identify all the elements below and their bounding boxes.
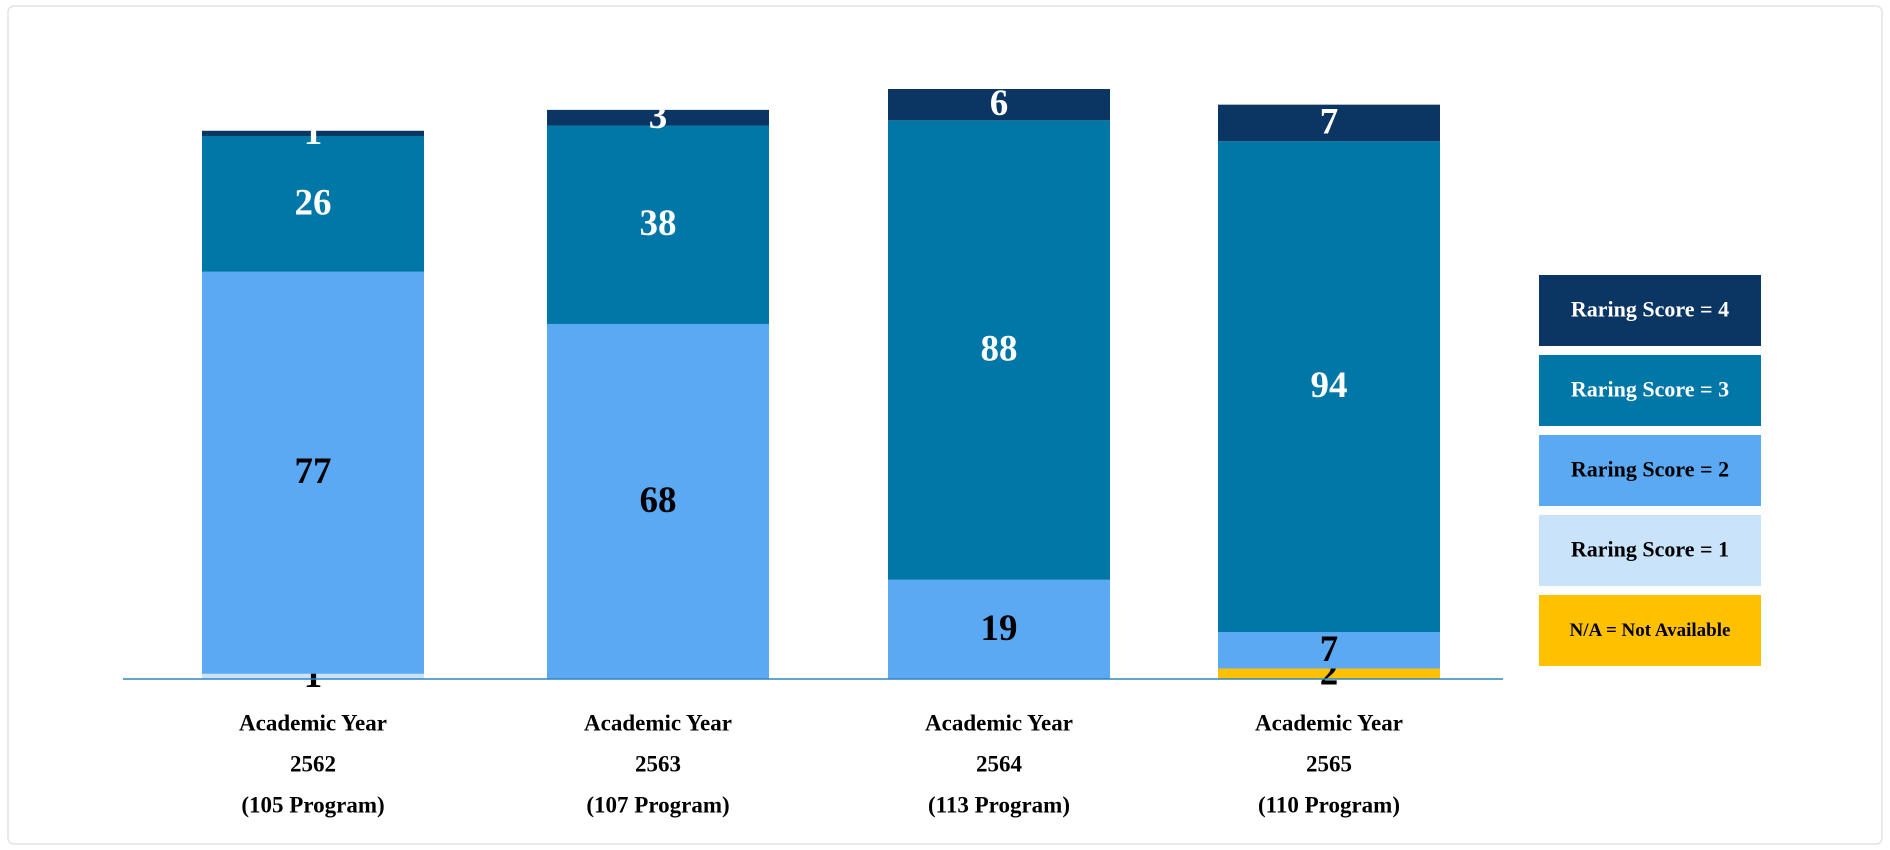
bar-segment: [202, 673, 424, 679]
bar-segment: [202, 135, 424, 272]
legend-swatch: [1539, 515, 1761, 586]
legend-label: Raring Score = 4: [1571, 297, 1729, 322]
x-tick-label: (107 Program): [586, 792, 729, 817]
segment-label: 19: [981, 608, 1018, 649]
legend-label: Raring Score = 3: [1571, 377, 1729, 402]
bar-segment: [888, 120, 1110, 580]
bar-segment: [547, 125, 769, 324]
bar-segment: [202, 130, 424, 136]
x-tick-label: 2564: [976, 751, 1023, 776]
x-tick-label: 2563: [635, 751, 681, 776]
segment-label: 6: [990, 83, 1009, 124]
legend-swatch: [1539, 355, 1761, 426]
x-tick-label: 2562: [290, 751, 336, 776]
bar-segment: [1218, 104, 1440, 142]
x-tick-label: (110 Program): [1258, 792, 1400, 817]
x-tick-label: Academic Year: [584, 710, 732, 735]
x-tick-label: Academic Year: [239, 710, 387, 735]
bar-segment: [547, 109, 769, 126]
legend-label: N/A = Not Available: [1570, 620, 1731, 641]
segment-label: 38: [640, 203, 677, 244]
segment-label: 68: [640, 480, 677, 521]
legend-label: Raring Score = 1: [1571, 537, 1729, 562]
bar-segment: [202, 271, 424, 674]
x-tick-label: (113 Program): [928, 792, 1070, 817]
bar-segment: [1218, 668, 1440, 679]
segment-label: 94: [1311, 365, 1348, 406]
bar-segment: [888, 89, 1110, 121]
segment-label: 7: [1320, 629, 1339, 670]
segment-label: 26: [295, 182, 332, 223]
x-tick-label: (105 Program): [241, 792, 384, 817]
bar-segment: [888, 579, 1110, 679]
x-tick-label: 2565: [1306, 751, 1352, 776]
segment-label: 88: [981, 329, 1018, 370]
bar-segment: [547, 323, 769, 679]
segment-label: 3: [649, 96, 668, 137]
legend-swatch: [1539, 275, 1761, 346]
segment-label: 7: [1320, 101, 1339, 142]
segment-label: 77: [295, 451, 332, 492]
x-tick-label: Academic Year: [925, 710, 1073, 735]
legend-swatch: [1539, 435, 1761, 506]
legend-swatch: [1539, 595, 1761, 666]
bar-segment: [1218, 632, 1440, 669]
segment-label: 1: [304, 112, 323, 153]
bar-segment: [1218, 141, 1440, 633]
x-tick-label: Academic Year: [1255, 710, 1403, 735]
legend-label: Raring Score = 2: [1571, 457, 1729, 482]
